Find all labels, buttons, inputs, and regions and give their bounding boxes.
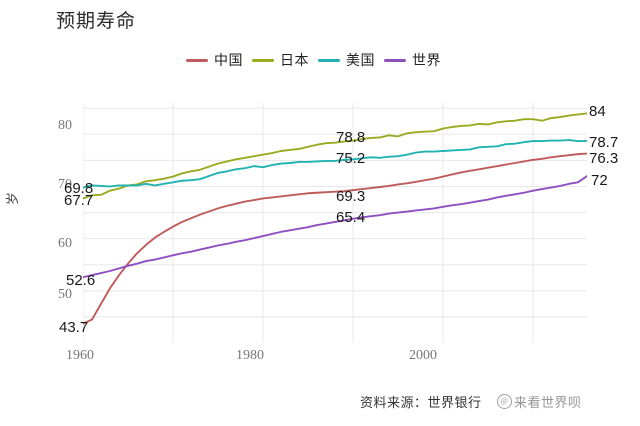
data-label-japan-end: 84 [589, 103, 606, 120]
data-label-usa-start: 69.8 [64, 180, 94, 197]
legend-item-usa[interactable]: 美国 [318, 50, 375, 70]
legend-item-japan[interactable]: 日本 [252, 50, 309, 70]
chart-legend: 中国 日本 美国 世界 [186, 50, 441, 70]
series-line-中国 [83, 152, 587, 325]
x-tick-2000: 2000 [409, 348, 437, 363]
series-lines [83, 112, 587, 325]
y-tick-50: 50 [58, 287, 72, 302]
y-tick-60: 60 [58, 236, 72, 251]
legend-item-china[interactable]: 中国 [186, 50, 243, 70]
legend-swatch-world [384, 58, 406, 62]
page-title: 预期寿命 [56, 11, 137, 32]
watermark-text: 来看世界呗 [514, 395, 582, 410]
legend-label-world: 世界 [412, 54, 441, 69]
data-label-japan-start: 67.7 [64, 192, 94, 209]
x-tick-1980: 1980 [236, 348, 264, 363]
gridlines [83, 103, 587, 343]
legend-swatch-china [186, 58, 208, 62]
legend-label-china: 中国 [214, 54, 243, 69]
legend-label-usa: 美国 [346, 54, 375, 69]
watermark: @ 来看世界呗 [497, 392, 582, 411]
watermark-badge-icon: @ [497, 394, 512, 409]
legend-item-world[interactable]: 世界 [384, 50, 441, 70]
y-tick-70: 70 [58, 177, 72, 192]
data-label-world-mid: 65.4 [336, 209, 366, 226]
y-tick-80: 80 [58, 118, 72, 133]
x-tick-1960: 1960 [66, 348, 94, 363]
series-line-世界 [83, 175, 587, 279]
legend-label-japan: 日本 [280, 54, 309, 69]
source-note: 资料来源：世界银行 [360, 395, 482, 410]
data-label-china-start: 43.7 [59, 319, 89, 336]
data-label-world-start: 52.6 [66, 272, 96, 289]
legend-swatch-usa [318, 58, 340, 62]
data-label-china-end: 76.3 [589, 150, 619, 167]
plot-area [83, 103, 587, 343]
data-label-usa-mid: 75.2 [336, 150, 366, 167]
data-label-china-mid: 69.3 [336, 188, 366, 205]
data-label-japan-mid: 78.8 [336, 129, 366, 146]
series-canvas [83, 103, 587, 343]
y-axis-title: 岁 [5, 191, 20, 205]
data-label-usa-end: 78.7 [589, 134, 619, 151]
series-line-日本 [83, 112, 587, 200]
series-line-美国 [83, 139, 587, 189]
legend-swatch-japan [252, 58, 274, 62]
data-label-world-end: 72 [591, 172, 608, 189]
